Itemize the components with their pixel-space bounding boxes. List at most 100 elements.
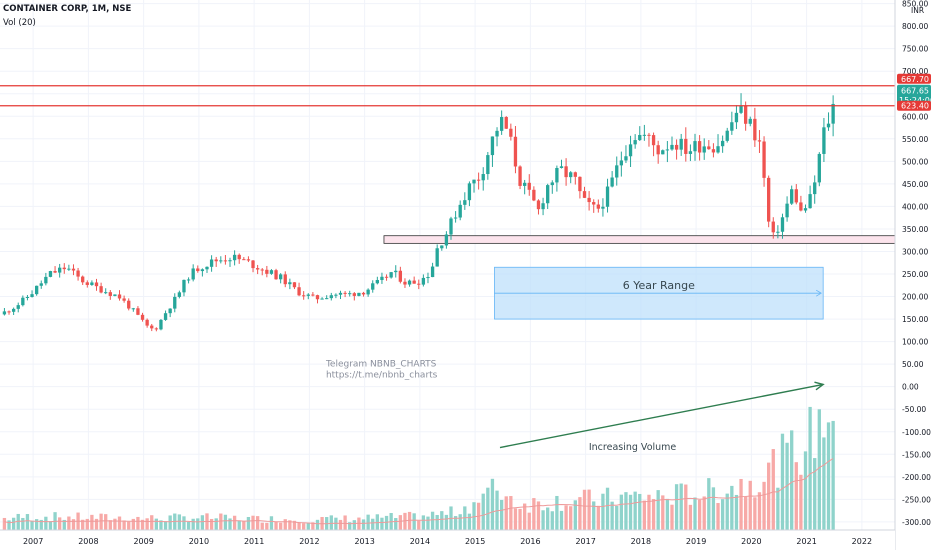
volume-bar bbox=[315, 519, 320, 530]
year-tick-label: 2016 bbox=[520, 537, 540, 546]
volume-bar bbox=[444, 514, 449, 530]
candle-body bbox=[573, 172, 577, 177]
volume-bar bbox=[661, 495, 665, 530]
volume-bar bbox=[71, 519, 76, 530]
candle-body bbox=[472, 179, 476, 184]
volume-bar bbox=[504, 496, 508, 530]
candle-body bbox=[633, 140, 637, 145]
price-tick-label: 100.00 bbox=[902, 338, 928, 347]
volume-bar bbox=[813, 458, 817, 530]
candle-body bbox=[504, 117, 508, 129]
volume-bar bbox=[343, 515, 347, 530]
price-tick-label: 600.00 bbox=[902, 112, 928, 121]
volume-bar bbox=[329, 515, 333, 530]
candle-body bbox=[734, 112, 739, 123]
volume-bar bbox=[785, 442, 789, 530]
volume-bar bbox=[518, 508, 522, 530]
volume-bar bbox=[2, 517, 7, 530]
candle-body bbox=[716, 146, 720, 153]
price-tick-label: 250.00 bbox=[902, 270, 928, 279]
volume-bar bbox=[592, 501, 596, 530]
candle-body bbox=[790, 189, 794, 204]
candle-body bbox=[2, 311, 7, 315]
volume-bar bbox=[407, 511, 412, 530]
volume-bar bbox=[297, 522, 301, 530]
price-tick-label: 500.00 bbox=[902, 157, 928, 166]
candle-body bbox=[642, 134, 647, 136]
volume-bar bbox=[306, 522, 310, 530]
candle-body bbox=[449, 218, 453, 235]
price-tick-label: 700.00 bbox=[902, 67, 928, 76]
year-tick-label: 2020 bbox=[741, 537, 761, 546]
year-tick-label: 2007 bbox=[23, 537, 43, 546]
volume-bar bbox=[159, 520, 163, 530]
candle-body bbox=[674, 144, 679, 150]
candle-body bbox=[605, 186, 610, 207]
candle-body bbox=[702, 146, 706, 153]
price-tick-label: 150.00 bbox=[902, 315, 928, 324]
candle-body bbox=[16, 305, 20, 309]
candle-body bbox=[352, 293, 356, 296]
candle-body bbox=[569, 172, 573, 178]
volume-bar bbox=[154, 518, 159, 530]
year-tick-label: 2019 bbox=[686, 537, 706, 546]
candle-body bbox=[117, 294, 122, 299]
volume-bar bbox=[21, 517, 25, 530]
volume-bar bbox=[168, 515, 172, 530]
volume-bar bbox=[615, 505, 619, 530]
year-tick-label: 2015 bbox=[465, 537, 485, 546]
volume-bar bbox=[104, 514, 108, 530]
candle-body bbox=[394, 270, 398, 273]
candle-body bbox=[684, 138, 688, 154]
volume-bar bbox=[269, 516, 274, 530]
candle-body bbox=[707, 146, 711, 150]
volume-bar bbox=[113, 518, 117, 530]
symbol-title[interactable]: CONTAINER CORP, 1M, NSE bbox=[3, 4, 132, 14]
volume-bar bbox=[716, 503, 720, 530]
candle-body bbox=[302, 295, 306, 297]
volume-bar bbox=[122, 520, 126, 530]
volume-bar bbox=[624, 492, 628, 530]
volume-bar bbox=[302, 523, 306, 530]
candle-body bbox=[205, 266, 209, 270]
candle-body bbox=[831, 103, 835, 124]
volume-bar bbox=[822, 437, 826, 530]
volume-ma-line bbox=[4, 458, 834, 525]
volume-bar bbox=[647, 494, 651, 530]
volume-bar bbox=[523, 503, 527, 530]
volume-bar bbox=[398, 515, 403, 530]
time-axis[interactable]: 2007 2008 2009 2010 2011 2012 2013 2014 2015 2016… bbox=[0, 529, 895, 550]
candle-body bbox=[278, 274, 283, 280]
range-label: 6 Year Range bbox=[623, 279, 695, 292]
candle-body bbox=[361, 292, 366, 295]
volume-bar bbox=[209, 518, 214, 530]
candle-body bbox=[338, 292, 343, 295]
candle-body bbox=[34, 285, 39, 295]
volume-bar bbox=[596, 505, 600, 530]
candle-body bbox=[407, 280, 412, 285]
candle-body bbox=[196, 268, 200, 272]
candle-body bbox=[527, 182, 531, 190]
volume-indicator-label[interactable]: Vol (20) bbox=[3, 18, 36, 28]
candle-body bbox=[48, 271, 53, 277]
price-tick-label: 550.00 bbox=[902, 135, 928, 144]
chart-grid bbox=[0, 0, 895, 530]
volume-bar bbox=[453, 516, 458, 530]
candle-body bbox=[159, 319, 163, 330]
candle-body bbox=[173, 296, 177, 309]
candle-body bbox=[71, 268, 76, 271]
price-tick-label: 750.00 bbox=[902, 45, 928, 54]
volume-bar bbox=[467, 513, 472, 530]
volume-bar bbox=[780, 433, 785, 530]
volume-bar bbox=[573, 500, 577, 530]
candle-body bbox=[209, 259, 214, 267]
price-tick-label: 450.00 bbox=[902, 180, 928, 189]
watermark-telegram: Telegram NBNB_CHARTS bbox=[325, 359, 437, 369]
volume-bar bbox=[743, 496, 748, 530]
volume-bar bbox=[808, 406, 812, 530]
candle-body bbox=[283, 274, 287, 285]
volume-bar bbox=[555, 495, 559, 530]
candle-body bbox=[62, 267, 66, 270]
candle-body bbox=[458, 204, 462, 218]
